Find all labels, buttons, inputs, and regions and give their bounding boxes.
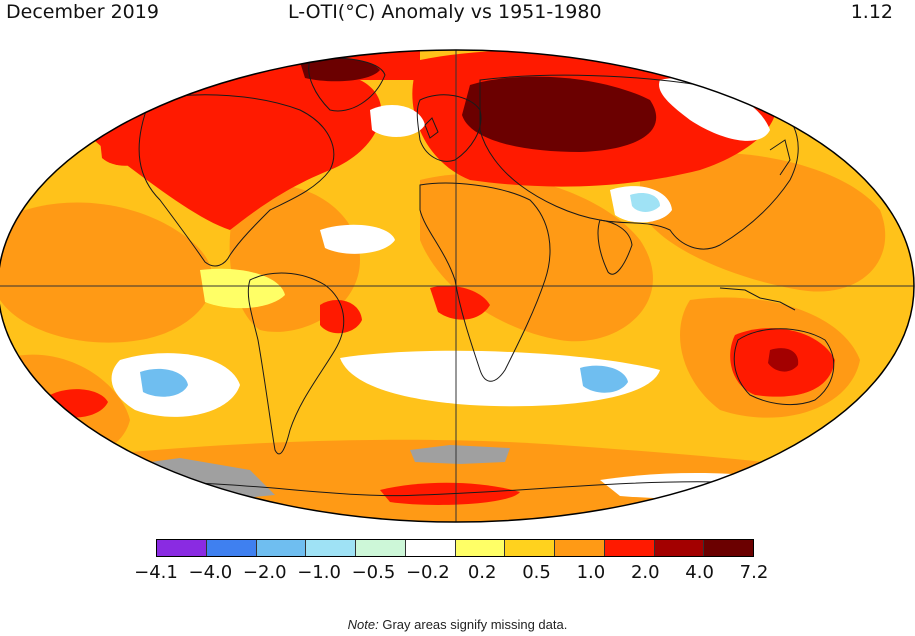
map-title: L-OTI(°C) Anomaly vs 1951-1980 xyxy=(288,1,602,23)
legend-tick-labels: −4.1 −4.0 −2.0 −1.0 −0.5 −0.2 0.2 0.5 1.0 2.0 4.0 7… xyxy=(0,562,915,584)
blue-region-south-pacific xyxy=(140,368,188,397)
legend-swatch xyxy=(555,540,605,556)
legend-swatch xyxy=(704,540,753,556)
light-blue-region-central-asia xyxy=(630,193,660,212)
color-scale-legend xyxy=(156,539,754,557)
coastline-japan xyxy=(769,139,791,176)
pale-region-antarctic-coast xyxy=(600,473,820,500)
pale-region-atlantic xyxy=(320,224,395,254)
legend-tick-label: 2.0 xyxy=(630,562,660,583)
map-outline xyxy=(0,49,915,523)
legend-tick-label: 4.0 xyxy=(685,562,714,583)
note-prefix: Note: xyxy=(347,617,379,632)
legend-tick-label: −0.5 xyxy=(351,562,396,583)
pale-region-south-indian-ocean xyxy=(340,350,660,407)
global-mean-value: 1.12 xyxy=(850,1,893,23)
coastline-europe xyxy=(416,94,482,162)
legend-swatch xyxy=(356,540,406,556)
coastline-north-america xyxy=(138,94,335,267)
coastline-africa xyxy=(419,182,551,382)
legend-tick-label: −0.2 xyxy=(405,562,450,583)
red-region-arctic xyxy=(180,50,420,80)
legend-tick-label: −1.0 xyxy=(297,562,341,583)
legend-swatch xyxy=(256,540,307,556)
pale-region-tropical-pacific xyxy=(200,268,285,309)
legend-swatch xyxy=(505,540,555,556)
missing-data-note: Note: Gray areas signify missing data. xyxy=(0,617,915,632)
coastline-india xyxy=(597,219,633,275)
legend-tick-label: 7.2 xyxy=(739,562,769,583)
orange-region xyxy=(0,202,213,343)
dark-red-region-arctic xyxy=(300,58,380,82)
title-row: December 2019 L-OTI(°C) Anomaly vs 1951-… xyxy=(0,0,915,28)
legend-tick-label: −2.0 xyxy=(242,562,287,583)
red-region-brazil xyxy=(320,300,362,334)
legend-tick-label: −4.1 xyxy=(134,562,178,583)
note-text: Gray areas signify missing data. xyxy=(382,617,568,632)
legend-tick-label: −4.0 xyxy=(188,562,233,583)
legend-swatch xyxy=(405,540,456,556)
missing-data-area xyxy=(410,445,510,464)
legend-tick-label: 1.0 xyxy=(576,562,606,583)
coastline-south-america xyxy=(247,272,345,455)
coastline-australia xyxy=(733,328,835,405)
map-layers xyxy=(0,50,914,522)
legend-tick-label: 0.2 xyxy=(467,562,497,583)
legend-swatch xyxy=(604,540,655,556)
pale-region-north-pacific xyxy=(659,78,770,141)
legend-swatch xyxy=(654,540,705,556)
legend-swatch xyxy=(455,540,506,556)
dark-red-region-australia xyxy=(768,348,799,372)
legend-swatch xyxy=(157,540,207,556)
dark-red-region-siberia xyxy=(462,76,657,152)
orange-region xyxy=(640,152,886,292)
pale-region-north-atlantic xyxy=(370,105,425,137)
legend-tick-label: 0.5 xyxy=(522,562,551,583)
coastline-greenland xyxy=(308,57,386,112)
coastline-uk xyxy=(424,117,439,139)
coastline-indonesia xyxy=(719,287,796,311)
legend-swatch xyxy=(206,540,257,556)
blue-region-south-indian-ocean xyxy=(580,365,628,393)
anomaly-map xyxy=(0,49,915,523)
period-label: December 2019 xyxy=(6,1,159,23)
coastline-new-zealand xyxy=(854,409,873,439)
legend-swatch xyxy=(306,540,356,556)
